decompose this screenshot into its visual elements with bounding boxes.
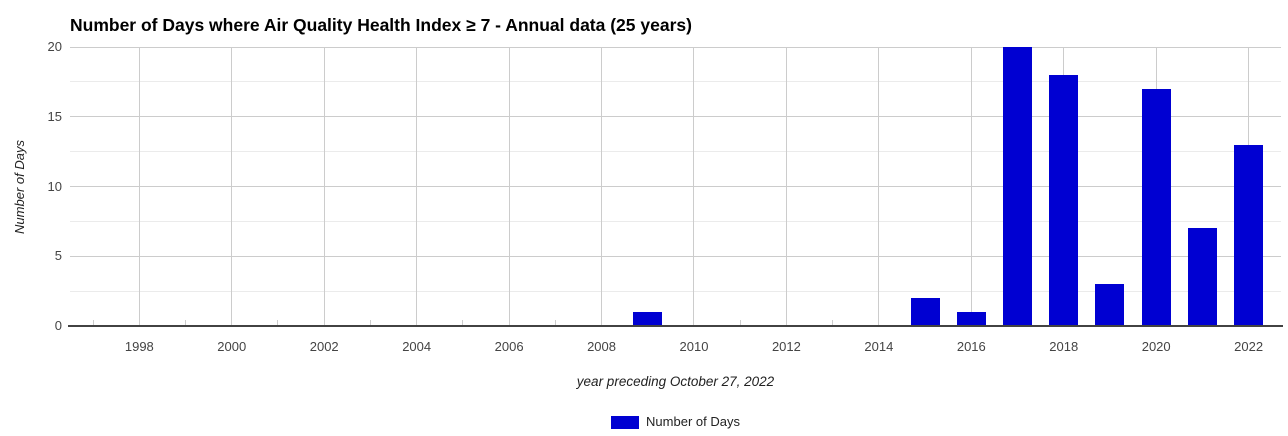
x-axis-tick-label: 2016 [956,339,986,354]
bar-2022[interactable] [1234,144,1264,326]
x-axis-minor-tick [554,320,556,326]
x-axis-minor-tick [462,320,464,326]
bar-2016[interactable] [956,312,986,326]
major-gridline [70,116,1281,118]
x-axis-tick-label: 2000 [217,339,247,354]
x-axis-tick-label: 2008 [587,339,616,354]
legend-swatch [611,415,640,429]
x-axis-tick-label: 2010 [679,339,709,354]
y-axis-tick-label: 10 [47,178,62,194]
bar-2009[interactable] [633,312,663,326]
bar-2020[interactable] [1141,88,1171,326]
bar-2019[interactable] [1095,284,1125,326]
x-axis-tick-label: 2014 [864,339,894,354]
bar-2015[interactable] [910,298,940,326]
x-axis-tick-label: 2018 [1049,339,1079,354]
major-gridline [70,186,1281,187]
legend-label: Number of Days [646,414,740,429]
plot-area [68,46,1283,327]
chart-title: Number of Days where Air Quality Health … [70,15,692,35]
x-axis-tick-label: 2002 [309,339,339,354]
vertical-gridline [785,47,787,326]
x-axis-baseline [68,325,1283,327]
minor-gridline [70,290,1281,292]
y-axis-title: Number of Days [12,140,27,234]
x-axis-tick-label: 2006 [494,339,524,354]
x-axis-minor-tick [277,320,279,326]
vertical-gridline [508,47,510,326]
bar-2017[interactable] [1003,47,1033,326]
x-axis-minor-tick [185,320,187,326]
x-axis-minor-tick [739,320,741,326]
minor-gridline [70,151,1281,153]
x-axis-tick-label: 1998 [124,339,154,354]
x-axis-tick-label: 2022 [1234,339,1264,354]
x-axis-minor-tick [92,320,94,326]
major-gridline [70,255,1281,257]
x-axis-minor-tick [832,320,834,326]
y-axis-tick-label: 15 [47,108,62,124]
bar-2021[interactable] [1187,228,1217,326]
vertical-gridline [601,47,603,326]
minor-gridline [70,81,1281,83]
legend: Number of Days [70,414,1281,430]
y-axis-tick-label: 5 [54,248,62,264]
y-axis-tick-label: 0 [54,318,62,333]
vertical-gridline [878,47,880,326]
x-axis-title: year preceding October 27, 2022 [576,374,775,389]
vertical-gridline [693,47,695,326]
x-axis-tick-label: 2004 [402,339,432,354]
x-axis-minor-tick [369,320,371,326]
vertical-gridline [138,47,140,326]
x-axis-tick-label: 2012 [771,339,801,354]
major-gridline [70,46,1281,48]
minor-gridline [70,220,1281,222]
y-axis-tick-label: 20 [47,39,62,54]
vertical-gridline [416,47,418,326]
vertical-gridline [323,47,325,326]
vertical-gridline [970,47,972,326]
bar-2018[interactable] [1049,74,1079,326]
x-axis-tick-label: 2020 [1141,339,1171,354]
vertical-gridline [231,47,233,326]
